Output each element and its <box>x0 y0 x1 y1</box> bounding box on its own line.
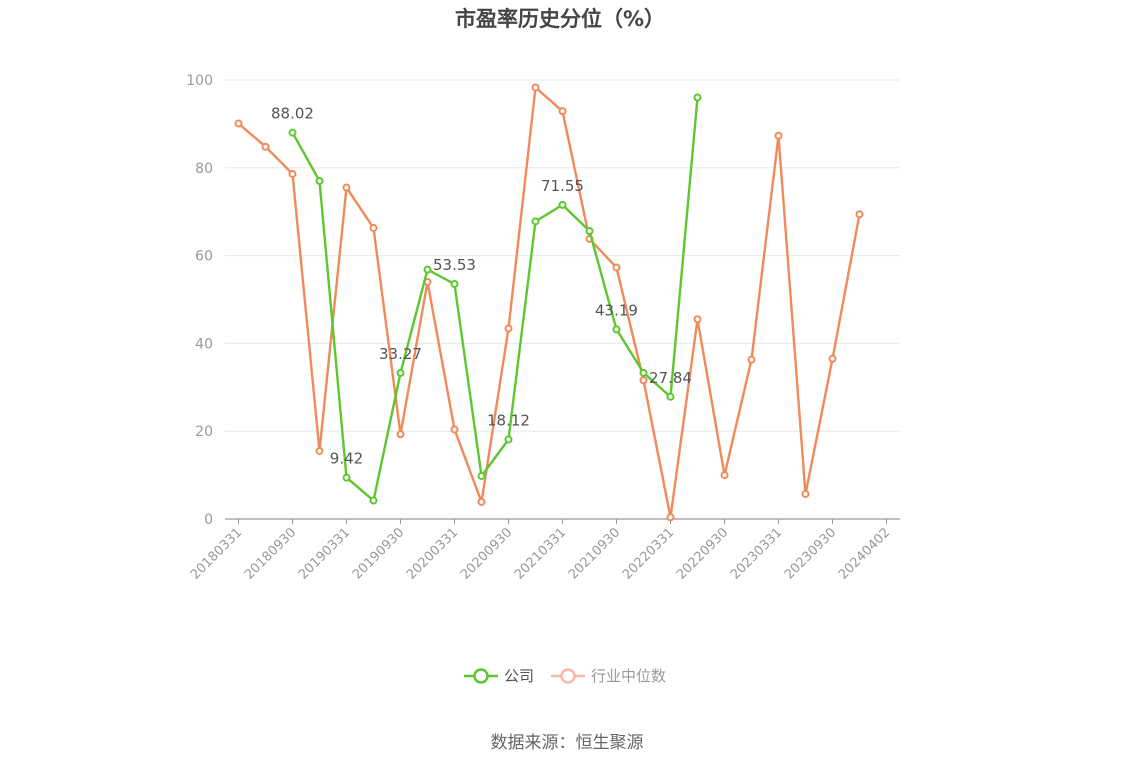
data-point[interactable] <box>396 368 405 377</box>
x-tick-label: 20210930 <box>566 525 623 582</box>
data-label: 53.53 <box>433 256 476 274</box>
data-labels: 88.02 9.42 33.27 53.53 18.12 71.55 43.19 27.84 <box>271 105 692 468</box>
data-point[interactable] <box>801 489 810 498</box>
data-point[interactable] <box>342 183 351 192</box>
x-tick-label: 20180930 <box>242 525 299 582</box>
x-tick-label: 20200930 <box>458 525 515 582</box>
data-point[interactable] <box>828 354 837 363</box>
data-point[interactable] <box>774 131 783 140</box>
chart-title: 市盈率历史分位（%） <box>455 7 665 31</box>
data-point[interactable] <box>315 446 324 455</box>
legend-label: 公司 <box>504 667 534 685</box>
data-source: 数据来源：恒生聚源 <box>491 733 644 753</box>
legend-marker <box>560 668 576 684</box>
x-tick-label: 20180331 <box>188 525 245 582</box>
y-tick-label: 0 <box>204 512 213 528</box>
data-point[interactable] <box>288 169 297 178</box>
x-axis: 2018033120180930201903312019093020200331… <box>188 518 900 583</box>
data-point[interactable] <box>288 128 297 137</box>
data-point[interactable] <box>639 368 648 377</box>
data-point[interactable] <box>504 324 513 333</box>
series-line <box>237 86 861 519</box>
data-point[interactable] <box>612 325 621 334</box>
data-point[interactable] <box>477 497 486 506</box>
data-point[interactable] <box>450 425 459 434</box>
y-tick-label: 80 <box>195 161 213 177</box>
data-point[interactable] <box>666 513 675 522</box>
series-company <box>288 93 702 505</box>
data-point[interactable] <box>369 496 378 505</box>
data-point[interactable] <box>720 471 729 480</box>
y-tick-label: 20 <box>195 424 213 440</box>
data-point[interactable] <box>396 430 405 439</box>
data-point[interactable] <box>531 217 540 226</box>
data-point[interactable] <box>855 210 864 219</box>
data-point[interactable] <box>531 83 540 92</box>
x-tick-label: 20190331 <box>296 525 353 582</box>
data-label: 43.19 <box>595 301 638 319</box>
data-point[interactable] <box>558 107 567 116</box>
data-point[interactable] <box>693 93 702 102</box>
data-label: 33.27 <box>379 345 422 363</box>
legend-item-company[interactable]: 公司 <box>464 667 534 685</box>
legend-marker <box>473 668 489 684</box>
data-point[interactable] <box>612 263 621 272</box>
y-axis: 0 20 40 60 80 100 <box>186 73 213 528</box>
data-point[interactable] <box>450 280 459 289</box>
data-point[interactable] <box>315 176 324 185</box>
series-industry-median <box>234 83 864 522</box>
data-point[interactable] <box>639 376 648 385</box>
data-point[interactable] <box>747 355 756 364</box>
x-tick-label: 20230930 <box>782 525 839 582</box>
data-point[interactable] <box>666 392 675 401</box>
data-label: 18.12 <box>487 411 530 429</box>
grid <box>225 79 900 432</box>
legend-label: 行业中位数 <box>591 667 666 685</box>
series-layer <box>234 83 864 522</box>
data-label: 88.02 <box>271 105 314 123</box>
y-tick-label: 60 <box>195 249 213 265</box>
data-label: 27.84 <box>649 369 692 387</box>
x-tick-label: 20200331 <box>404 525 461 582</box>
data-point[interactable] <box>477 471 486 480</box>
x-tick-label: 20190930 <box>350 525 407 582</box>
data-point[interactable] <box>558 200 567 209</box>
data-label: 71.55 <box>541 177 584 195</box>
data-point[interactable] <box>423 265 432 274</box>
y-tick-label: 40 <box>195 336 213 352</box>
data-point[interactable] <box>693 315 702 324</box>
x-tick-label: 20240402 <box>836 525 893 582</box>
series-line <box>291 97 699 502</box>
data-point[interactable] <box>234 119 243 128</box>
x-tick-label: 20210331 <box>512 525 569 582</box>
data-point[interactable] <box>342 473 351 482</box>
data-point[interactable] <box>504 435 513 444</box>
legend[interactable]: 公司 行业中位数 <box>464 667 666 685</box>
data-point[interactable] <box>369 223 378 232</box>
y-tick-label: 100 <box>186 73 213 89</box>
legend-item-industry-median[interactable]: 行业中位数 <box>551 667 666 685</box>
x-tick-label: 20230331 <box>728 525 785 582</box>
data-point[interactable] <box>585 227 594 236</box>
data-label: 9.42 <box>330 450 363 468</box>
data-point[interactable] <box>261 142 270 151</box>
x-tick-label: 20220930 <box>674 525 731 582</box>
x-tick-label: 20220331 <box>620 525 677 582</box>
